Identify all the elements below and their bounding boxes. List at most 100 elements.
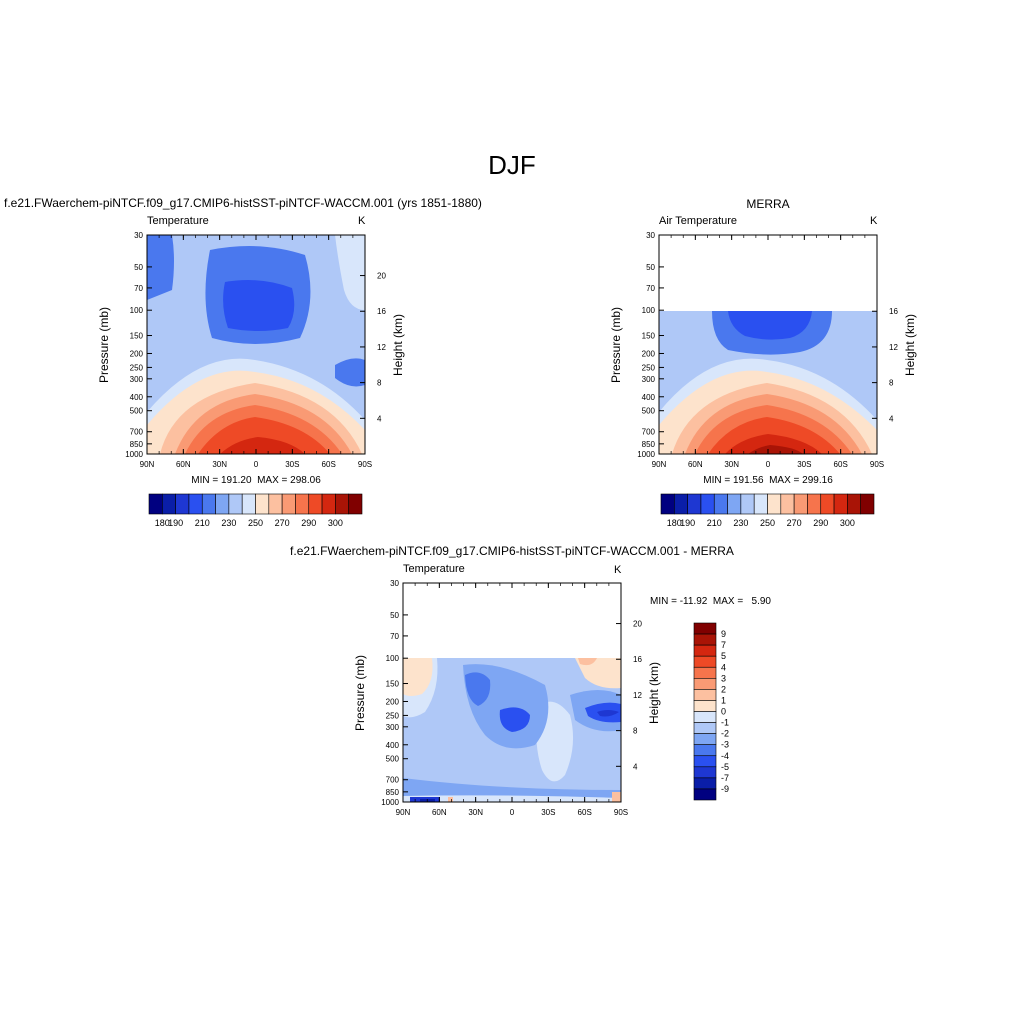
- x-tick-label: 90S: [614, 808, 628, 817]
- y-right-tick-label: 16: [377, 307, 386, 316]
- colorbar-label: -9: [721, 784, 729, 794]
- colorbar-label: 5: [721, 651, 726, 661]
- colorbar-label: -1: [721, 718, 729, 728]
- colorbar-label: 250: [248, 518, 263, 528]
- colorbar-label: 4: [721, 662, 726, 672]
- colorbar-box: [687, 493, 702, 515]
- colorbar-box: [693, 744, 717, 757]
- colorbar-box: [308, 493, 323, 515]
- colorbar-label: -5: [721, 762, 729, 772]
- colorbar-box: [847, 493, 861, 515]
- x-tick-label: 60N: [176, 460, 191, 469]
- y-tick-label: 100: [642, 306, 656, 315]
- colorbar-label: 290: [301, 518, 316, 528]
- colorbar-label: 250: [760, 518, 775, 528]
- y-tick-label: 300: [386, 723, 400, 732]
- y-tick-label: 500: [130, 407, 144, 416]
- colorbar-box: [693, 655, 717, 668]
- colorbar-box: [188, 493, 203, 515]
- colorbar-label: 7: [721, 640, 726, 650]
- y-tick-label: 150: [386, 680, 400, 689]
- colorbar-box: [740, 493, 755, 515]
- colorbar-box: [693, 788, 717, 801]
- y-tick-label: 500: [642, 407, 656, 416]
- colorbar-label: 9: [721, 629, 726, 639]
- y-right-tick-label: 16: [889, 307, 898, 316]
- colorbar-label: 190: [680, 518, 695, 528]
- colorbar-box: [807, 493, 822, 515]
- panel3-minmax: MIN = -11.92 MAX = 5.90: [650, 596, 771, 607]
- colorbar-box: [268, 493, 283, 515]
- colorbar-box: [148, 493, 163, 515]
- x-tick-label: 0: [766, 460, 771, 469]
- panel1-ylabel-left: Pressure (mb): [97, 306, 111, 384]
- y-right-tick-label: 8: [377, 379, 382, 388]
- x-tick-label: 30N: [468, 808, 483, 817]
- panel3-left-label: Temperature: [403, 563, 465, 575]
- y-tick-label: 200: [386, 697, 400, 706]
- colorbar-label: -2: [721, 729, 729, 739]
- panel1-header: f.e21.FWaerchem-piNTCF.f09_g17.CMIP6-his…: [4, 196, 482, 210]
- y-tick-label: 200: [130, 349, 144, 358]
- page-title: DJF: [488, 150, 536, 180]
- y-tick-label: 500: [386, 755, 400, 764]
- colorbar-label: 270: [275, 518, 290, 528]
- colorbar-label: 180: [155, 518, 170, 528]
- panel1-right-label: K: [358, 215, 366, 227]
- colorbar-label: 3: [721, 673, 726, 683]
- y-tick-label: 1000: [125, 450, 143, 459]
- x-tick-label: 30S: [797, 460, 811, 469]
- panel1-minmax: MIN = 191.20 MAX = 298.06: [191, 475, 321, 486]
- colorbar-box: [693, 733, 717, 745]
- colorbar-box: [693, 678, 717, 690]
- y-tick-label: 30: [646, 231, 655, 240]
- colorbar-box: [162, 493, 176, 515]
- x-tick-label: 90N: [140, 460, 155, 469]
- colorbar-box: [255, 493, 270, 515]
- panel2-header: MERRA: [746, 197, 790, 211]
- colorbar-label: 300: [328, 518, 343, 528]
- y-tick-label: 850: [386, 788, 400, 797]
- colorbar-label: 230: [733, 518, 748, 528]
- colorbar-label: 2: [721, 684, 726, 694]
- colorbar-label: -4: [721, 751, 729, 761]
- colorbar-box: [335, 493, 349, 515]
- panel2-minmax: MIN = 191.56 MAX = 299.16: [703, 475, 833, 486]
- y-right-tick-label: 12: [377, 343, 386, 352]
- panel2-left-label: Air Temperature: [659, 215, 738, 227]
- y-tick-label: 30: [390, 579, 399, 588]
- y-tick-label: 70: [134, 284, 143, 293]
- colorbar-box: [201, 493, 216, 515]
- y-tick-label: 250: [642, 363, 656, 372]
- y-right-tick-label: 8: [889, 379, 894, 388]
- panel2-ylabel-left: Pressure (mb): [609, 306, 623, 384]
- x-tick-label: 60S: [322, 460, 336, 469]
- colorbar-box: [693, 766, 717, 779]
- x-tick-label: 60N: [688, 460, 703, 469]
- y-right-tick-label: 16: [633, 655, 642, 664]
- panel1-ylabel-right: Height (km): [391, 313, 405, 377]
- panel2-right-label: K: [870, 215, 878, 227]
- y-tick-label: 700: [386, 776, 400, 785]
- x-tick-label: 60S: [834, 460, 848, 469]
- y-tick-label: 30: [134, 231, 143, 240]
- y-tick-label: 70: [646, 284, 655, 293]
- panel3-ylabel-left: Pressure (mb): [353, 654, 367, 732]
- colorbar-box: [793, 493, 808, 515]
- y-right-tick-label: 20: [377, 272, 386, 281]
- colorbar-box: [693, 711, 717, 723]
- y-tick-label: 50: [134, 263, 143, 272]
- panel2-plot: 90N 60N 30N 0 30S 60S 90S 30 50 70 100 150 200 250 300…: [637, 231, 898, 469]
- colorbar-box: [767, 493, 782, 515]
- y-right-tick-label: 8: [633, 727, 638, 736]
- panel1-left-label: Temperature: [147, 215, 209, 227]
- colorbar-label: 1: [721, 695, 726, 705]
- y-tick-label: 700: [130, 428, 144, 437]
- y-tick-label: 400: [642, 393, 656, 402]
- x-tick-label: 90N: [396, 808, 411, 817]
- x-tick-label: 30S: [541, 808, 555, 817]
- x-tick-label: 90N: [652, 460, 667, 469]
- colorbar-label: -3: [721, 740, 729, 750]
